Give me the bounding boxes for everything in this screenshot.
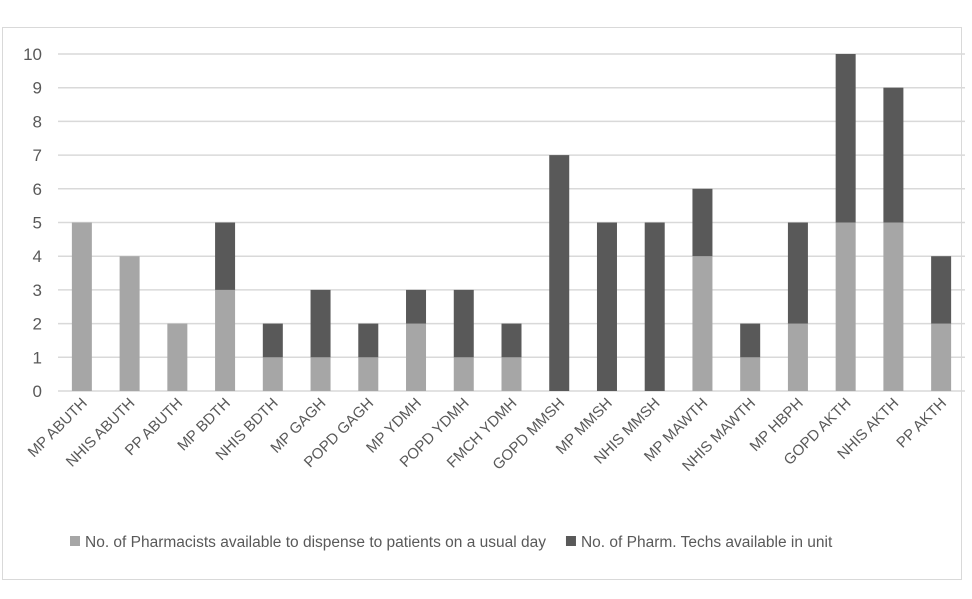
- bar-segment-pharmacists: [119, 256, 140, 391]
- bar-segment-pharm-techs: [215, 222, 236, 290]
- bar-segment-pharmacists: [358, 357, 379, 391]
- bar-segment-pharm-techs: [596, 222, 617, 391]
- bar-segment-pharmacists: [501, 357, 522, 391]
- bar-segment-pharm-techs: [358, 323, 379, 358]
- bar-segment-pharm-techs: [501, 323, 522, 358]
- bar-segment-pharmacists: [740, 357, 761, 391]
- chart-frame: [2, 27, 962, 580]
- y-tick-label: 9: [33, 79, 42, 98]
- bar-segment-pharmacists: [787, 323, 808, 391]
- bar-segment-pharmacists: [71, 222, 92, 391]
- y-tick-label: 3: [33, 281, 42, 300]
- bar-segment-pharmacists: [453, 357, 474, 391]
- bar-segment-pharmacists: [310, 357, 331, 391]
- x-tick-label: PP AKTH: [893, 395, 950, 452]
- bar-segment-pharmacists: [406, 323, 427, 391]
- bar-segment-pharm-techs: [787, 222, 808, 324]
- bar-segment-pharmacists: [215, 289, 236, 391]
- bar-segment-pharmacists: [883, 222, 904, 391]
- legend-label: No. of Pharm. Techs available in unit: [581, 534, 833, 551]
- bar-segment-pharm-techs: [644, 222, 665, 391]
- bar-segment-pharm-techs: [549, 155, 570, 391]
- legend-swatch: [565, 536, 576, 546]
- bar-segment-pharmacists: [835, 222, 856, 391]
- y-tick-label: 4: [33, 247, 42, 266]
- y-tick-label: 10: [23, 45, 42, 64]
- bar-segment-pharmacists: [167, 323, 188, 391]
- bar-segment-pharmacists: [262, 357, 283, 391]
- bar-segment-pharm-techs: [310, 289, 331, 358]
- y-tick-label: 5: [33, 214, 42, 233]
- bar-segment-pharm-techs: [931, 256, 952, 324]
- y-tick-label: 1: [33, 348, 42, 367]
- bar-segment-pharm-techs: [835, 54, 856, 223]
- bar-segment-pharm-techs: [883, 87, 904, 223]
- bar-segment-pharmacists: [931, 323, 952, 391]
- bar-segment-pharm-techs: [453, 289, 474, 358]
- bar-segment-pharmacists: [692, 256, 713, 391]
- legend-label: No. of Pharmacists available to dispense…: [85, 534, 546, 551]
- bar-segment-pharm-techs: [262, 323, 283, 358]
- bar-segment-pharm-techs: [740, 323, 761, 358]
- bar-segment-pharm-techs: [692, 188, 713, 257]
- y-tick-label: 8: [33, 112, 42, 131]
- y-tick-label: 2: [33, 315, 42, 334]
- y-tick-label: 0: [33, 382, 42, 401]
- y-tick-label: 7: [33, 146, 42, 165]
- y-tick-label: 6: [33, 180, 42, 199]
- bar-segment-pharm-techs: [406, 289, 427, 324]
- legend-swatch: [70, 536, 80, 546]
